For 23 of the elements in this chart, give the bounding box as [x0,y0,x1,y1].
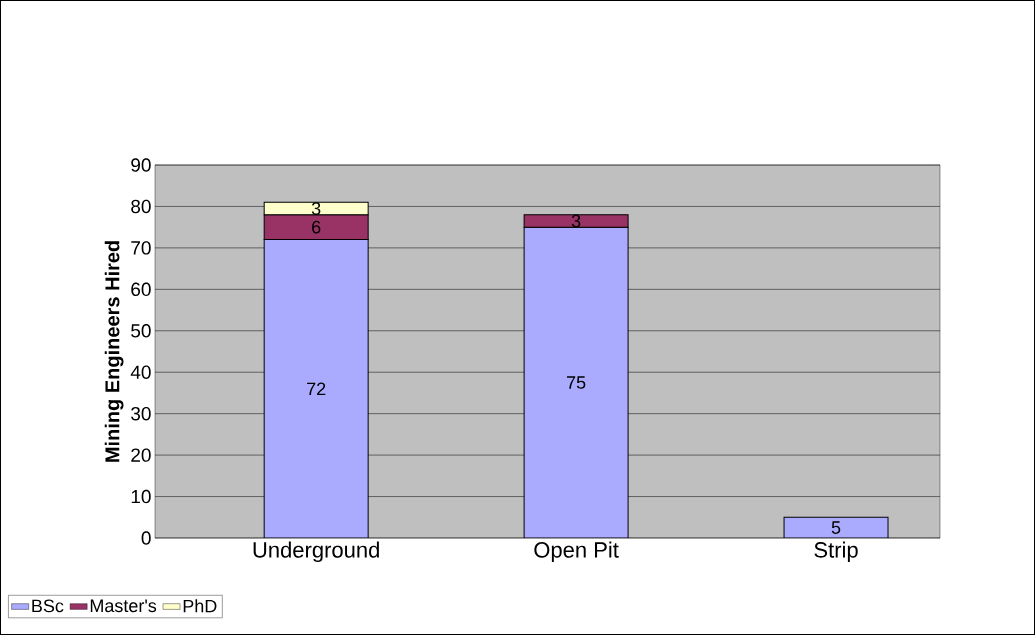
data-label: 3 [571,214,581,228]
y-tick-label: 70 [131,241,151,255]
y-tick-label: 80 [131,199,151,214]
data-label: 75 [567,376,586,389]
y-tick-label: 30 [131,406,151,421]
x-tick-label: Open Pit [534,541,619,563]
data-label: 72 [307,382,326,396]
legend-label: PhD [183,599,217,613]
y-tick-label: 90 [131,158,151,172]
y-tick-label: 50 [131,324,151,338]
legend-label: Master's [90,599,157,613]
y-tick-label: 60 [131,282,151,297]
x-tick-label: Underground [253,541,379,563]
legend-label: BSc [32,599,64,613]
y-tick-label: 10 [131,489,151,504]
y-axis-title: Mining Engineers Hired [104,241,124,462]
y-tick-label: 40 [130,365,151,379]
y-tick-label: 20 [131,448,151,462]
data-label: 6 [312,220,321,234]
data-label: 3 [311,202,321,215]
x-tick-label: Strip [814,541,858,563]
y-tick-label: 0 [141,531,151,545]
data-label: 5 [831,521,841,534]
